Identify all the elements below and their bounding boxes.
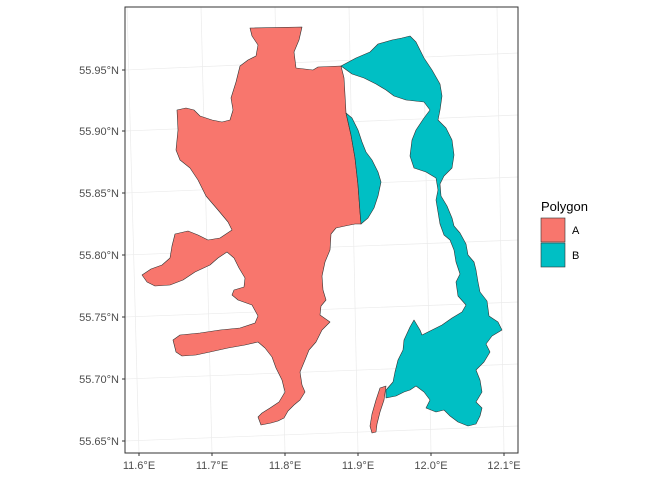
- y-axis: 55.95°N 55.90°N 55.85°N 55.80°N 55.75°N …: [79, 65, 125, 448]
- x-tick-label-3: 11.8°E: [269, 460, 301, 472]
- x-axis: 11.6°E 11.7°E 11.8°E 11.9°E 12.0°E 12.1°…: [123, 453, 521, 472]
- grid-lat-5: [124, 301, 519, 318]
- legend-label-b: B: [572, 250, 579, 262]
- legend-title: Polygon: [541, 199, 588, 214]
- legend-label-a: A: [572, 225, 580, 237]
- y-tick-label-5: 55.75°N: [79, 312, 119, 324]
- polygon-a-islet: [369, 385, 387, 434]
- legend: Polygon A B: [540, 199, 588, 268]
- grid-lon-2: [200, 6, 213, 454]
- panel-border: [124, 6, 519, 454]
- polygon-b: [340, 35, 503, 427]
- x-tick-label-4: 11.9°E: [342, 460, 374, 472]
- grid-lon-1: [126, 6, 140, 454]
- y-tick-label-6: 55.70°N: [79, 374, 119, 386]
- x-tick-label-6: 12.1°E: [487, 460, 520, 472]
- y-tick-label-4: 55.80°N: [79, 250, 119, 262]
- y-tick-label-2: 55.90°N: [79, 126, 119, 138]
- legend-key-b: [540, 242, 566, 268]
- y-tick-label-1: 55.95°N: [79, 65, 119, 77]
- x-tick-label-2: 11.7°E: [196, 460, 228, 472]
- y-tick-label-7: 55.65°N: [79, 436, 119, 448]
- legend-key-a: [540, 217, 566, 243]
- y-tick-label-3: 55.85°N: [79, 188, 119, 200]
- x-tick-label-5: 12.0°E: [414, 460, 447, 472]
- grid-lon-4: [348, 6, 359, 454]
- x-tick-label-1: 11.6°E: [123, 460, 155, 472]
- grid-lat-1: [124, 52, 519, 71]
- grid-lon-6: [496, 6, 505, 454]
- polygon-a: [141, 26, 362, 426]
- polygon-b-east-coast-strip: [345, 112, 382, 225]
- grid-lat-7: [124, 425, 519, 442]
